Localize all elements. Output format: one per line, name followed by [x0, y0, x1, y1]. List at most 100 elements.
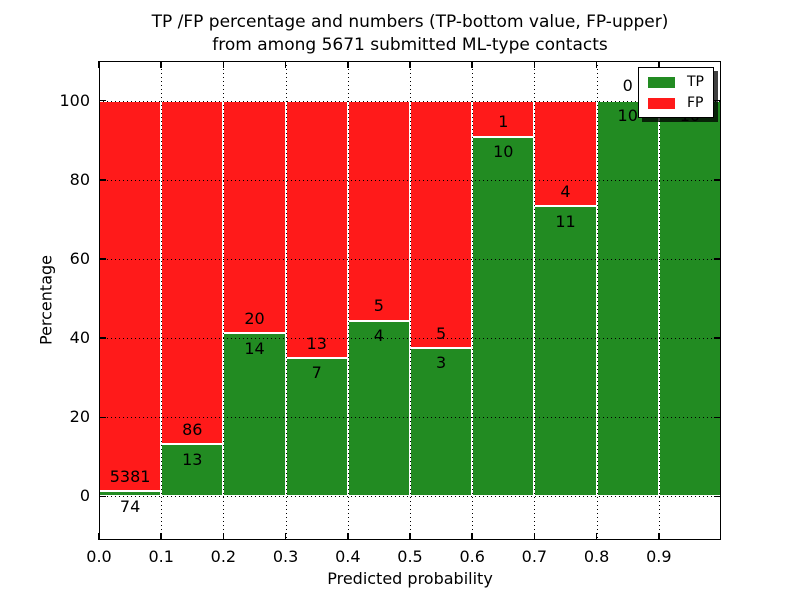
tp-bar-segment — [596, 100, 659, 497]
tp-count-label: 11 — [555, 211, 576, 231]
chart-title-line2: from among 5671 submitted ML-type contac… — [212, 35, 608, 55]
fp-count-label: 86 — [182, 420, 203, 440]
legend-item-tp: TP — [648, 75, 704, 89]
tp-count-label: 3 — [436, 353, 447, 373]
x-tickmark-bottom — [533, 533, 536, 540]
legend-item-fp: FP — [648, 96, 704, 110]
y-tickmark-left — [99, 416, 106, 419]
x-axis-label: Predicted probability — [327, 569, 493, 588]
x-tickmark-top — [347, 61, 349, 68]
x-gridline — [161, 61, 163, 540]
tickmark-layer — [98, 61, 721, 540]
y-tick-label: 100 — [59, 90, 90, 110]
y-tickmark-left — [99, 179, 106, 181]
y-tick-label: 0 — [79, 486, 90, 506]
x-tick-label: 0.7 — [521, 547, 548, 566]
fp-count-label: 4 — [560, 181, 571, 201]
x-gridline — [658, 61, 660, 540]
x-tick-label: 0.1 — [148, 547, 174, 566]
tp-swatch-icon — [648, 76, 675, 88]
x-tickmark-bottom — [471, 533, 473, 540]
x-tick-label: 0.6 — [459, 547, 485, 566]
x-gridline — [285, 61, 287, 540]
fp-count-label: 5 — [436, 323, 447, 343]
x-tick-label: 0.2 — [210, 547, 237, 566]
x-gridline — [223, 61, 225, 540]
fp-bar-segment — [285, 100, 348, 358]
x-gridline — [534, 61, 536, 540]
x-tickmark-top — [160, 61, 162, 68]
tp-bar-segment — [347, 320, 410, 497]
fp-bar-segment — [534, 100, 597, 207]
y-tickmark-left — [99, 258, 106, 260]
y-tick-label: 20 — [69, 407, 90, 427]
x-tickmark-top — [595, 61, 598, 68]
y-tickmark-right — [714, 495, 721, 498]
fp-count-label: 5 — [373, 296, 384, 316]
y-tickmark-right — [714, 258, 721, 260]
fp-count-label: 13 — [306, 333, 327, 353]
x-tickmark-bottom — [595, 533, 598, 540]
x-tickmark-top — [658, 61, 660, 68]
x-tick-label: 0.0 — [86, 547, 112, 566]
x-tickmark-bottom — [347, 533, 349, 540]
x-tick-label: 0.8 — [583, 547, 610, 566]
fp-bar-segment — [99, 100, 162, 492]
x-tick-label: 0.3 — [272, 547, 299, 566]
tp-bar-segment — [534, 206, 597, 497]
y-tickmark-right — [714, 337, 721, 339]
x-tickmark-top — [284, 61, 287, 68]
tp-bar-segment — [223, 333, 286, 497]
tp-count-label: 14 — [244, 338, 265, 358]
fp-count-label: 1 — [498, 112, 509, 132]
y-tick-label: 80 — [69, 169, 90, 189]
y-tick-label: 60 — [69, 248, 90, 268]
x-gridline — [410, 61, 411, 540]
y-tickmark-left — [99, 495, 106, 498]
x-tickmark-top — [471, 61, 473, 68]
plot-area: 538174861320141375453110411010010 TP FP — [98, 61, 721, 540]
y-tickmark-right — [714, 99, 721, 102]
y-tickmark-left — [99, 99, 106, 102]
x-tick-label: 0.5 — [397, 547, 423, 566]
x-gridline — [472, 61, 474, 540]
tp-count-label: 74 — [119, 496, 141, 516]
x-tickmark-bottom — [160, 533, 162, 540]
x-tickmark-top — [533, 61, 536, 68]
tp-count-label: 7 — [311, 363, 322, 383]
legend-label-fp: FP — [687, 95, 704, 111]
tp-count-label: 10 — [493, 142, 514, 161]
fp-count-label: 20 — [244, 309, 265, 329]
y-tickmark-right — [714, 179, 721, 181]
tp-bar-segment — [285, 357, 348, 497]
fp-count-label: 5381 — [109, 466, 151, 486]
fp-bar-segment — [161, 100, 224, 445]
x-tickmark-bottom — [284, 533, 287, 540]
x-gridline — [347, 61, 349, 540]
chart-title-line1: TP /FP percentage and numbers (TP-bottom… — [151, 12, 669, 32]
fp-bar-segment — [347, 100, 410, 321]
x-tick-label: 0.9 — [646, 547, 672, 566]
legend: TP FP — [638, 67, 714, 118]
tp-count-label: 10 — [617, 106, 638, 126]
y-tickmark-right — [714, 416, 721, 419]
y-tick-label: 40 — [69, 328, 90, 348]
fp-swatch-icon — [648, 97, 675, 109]
y-tickmark-left — [99, 337, 106, 339]
annotations-layer: 538174861320141375453110411010010 — [99, 61, 721, 540]
legend-label-tp: TP — [687, 74, 704, 90]
tp-count-label: 4 — [373, 325, 384, 345]
x-tickmark-bottom — [409, 533, 411, 540]
x-tickmark-bottom — [658, 533, 660, 540]
fp-count-label: 0 — [622, 76, 633, 96]
grid-layer — [99, 61, 721, 540]
x-gridline — [596, 61, 598, 540]
tp-count-label: 13 — [182, 449, 203, 469]
chart-title: TP /FP percentage and numbers (TP-bottom… — [99, 11, 721, 57]
x-tickmark-top — [409, 61, 411, 68]
x-tickmark-bottom — [222, 533, 225, 540]
x-tick-label: 0.4 — [335, 547, 361, 566]
fp-bar-segment — [410, 100, 473, 348]
x-tickmark-top — [222, 61, 225, 68]
